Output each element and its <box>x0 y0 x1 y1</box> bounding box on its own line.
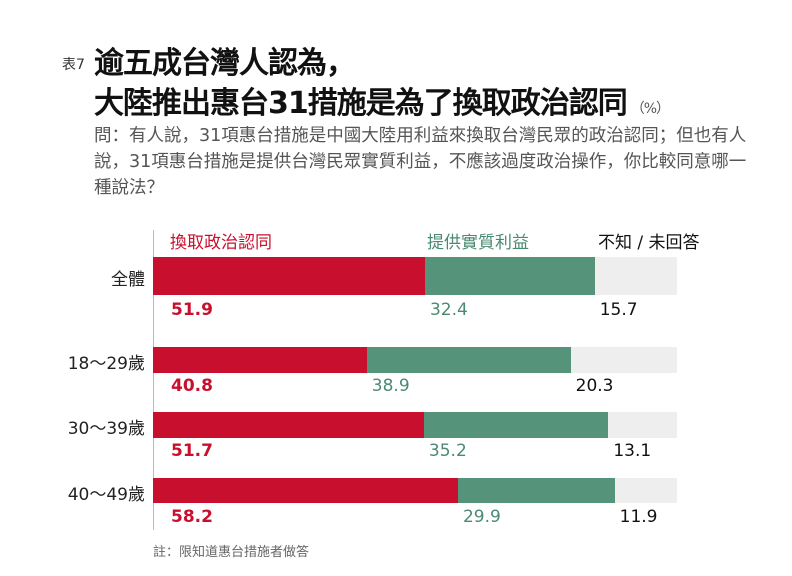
footnote: 註：限知道惠台措施者做答 <box>153 545 310 560</box>
axis-line <box>153 230 154 530</box>
bar-segment <box>153 412 424 438</box>
bar-segment <box>594 257 677 295</box>
title-line-1: 逾五成台灣人認為， <box>94 46 356 81</box>
data-label: 13.1 <box>613 441 652 461</box>
data-label: 29.9 <box>462 507 501 527</box>
data-label: 20.3 <box>575 376 614 396</box>
bar-segment <box>614 478 677 503</box>
bar-segment <box>153 347 367 373</box>
category-label: 40～49歲 <box>67 484 145 505</box>
title-line-2: 大陸推出惠台31措施是為了換取政治認同 （%） <box>94 78 670 122</box>
data-label: 51.7 <box>171 441 213 461</box>
category-label: 30～39歲 <box>67 419 145 439</box>
legend-series-1: 換取政治認同 <box>170 233 272 253</box>
title-text: 大陸推出惠台31措施是為了換取政治認同 <box>94 86 628 121</box>
bar-segment <box>153 257 425 295</box>
data-label: 32.4 <box>429 300 468 320</box>
category-label: 全體 <box>111 270 145 290</box>
bar-segment <box>366 347 571 373</box>
bar-segment <box>424 257 595 295</box>
question-text: 問：有人說，31項惠台措施是中國大陸用利益來換取台灣民眾的政治認同；但也有人說，… <box>94 126 747 198</box>
data-label: 38.9 <box>371 376 410 396</box>
data-label: 51.9 <box>171 300 213 320</box>
data-label: 35.2 <box>428 441 467 461</box>
bar-segment <box>570 347 677 373</box>
legend-series-2: 提供實質利益 <box>427 233 529 253</box>
category-label: 18～29歲 <box>67 354 145 374</box>
bar-segment <box>608 412 677 438</box>
bar-segment <box>423 412 609 438</box>
legend-series-3: 不知 / 未回答 <box>598 233 700 253</box>
data-label: 11.9 <box>619 507 658 527</box>
data-label: 58.2 <box>171 507 213 527</box>
bar-segment <box>457 478 615 503</box>
bar-segment <box>153 478 458 503</box>
unit-label: （%） <box>630 101 670 117</box>
table-number: 表7 <box>62 57 85 73</box>
data-label: 15.7 <box>599 300 638 320</box>
data-label: 40.8 <box>171 376 213 396</box>
